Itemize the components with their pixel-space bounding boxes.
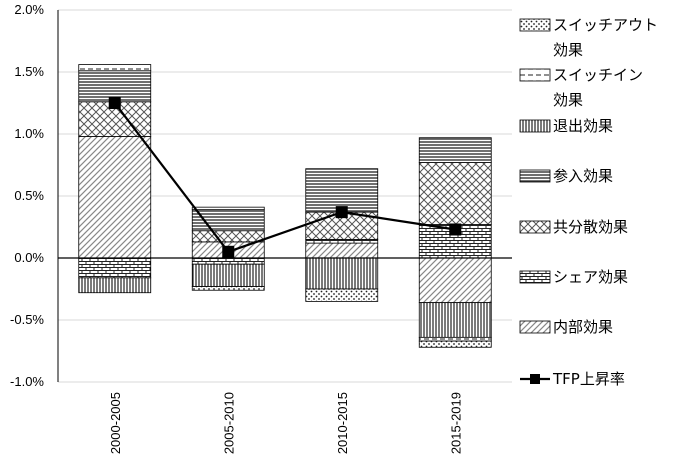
x-tick-label: 2005-2010	[221, 392, 236, 454]
bar-switchout	[305, 288, 379, 302]
bar-switchin	[78, 64, 152, 72]
x-tick-label: 2015-2019	[448, 392, 463, 454]
bar-within	[305, 242, 379, 259]
bar-cov	[191, 230, 265, 243]
legend-swatch-switchin	[519, 68, 551, 82]
x-axis-ticks: 2000-2005 2005-2010 2010-2015 2015-2019	[108, 392, 464, 454]
legend: スイッチアウト効果スイッチイン効果退出効果参入効果共分散効果シェア効果内部効果T…	[519, 16, 658, 388]
tfp-marker	[335, 206, 348, 219]
legend-label-line2: 効果	[553, 41, 583, 59]
legend-label: シェア効果	[553, 268, 628, 286]
y-tick-label: 0.0%	[14, 250, 44, 265]
bar-share	[305, 238, 379, 244]
x-tick-label: 2000-2005	[108, 392, 123, 454]
bar-exit	[305, 257, 379, 290]
y-axis-ticks: 2.0% 1.5% 1.0% 0.5% 0.0% -0.5% -1.0%	[10, 2, 44, 389]
legend-label-line2: 効果	[553, 91, 583, 109]
legend-swatch-switchout	[519, 18, 551, 32]
legend-label: 参入効果	[553, 167, 613, 185]
legend-swatch-exit	[519, 119, 551, 133]
bar-entry	[305, 168, 379, 213]
legend-swatch-share	[519, 270, 551, 284]
x-tick-label: 2010-2015	[335, 392, 350, 454]
legend-label: スイッチアウト	[553, 16, 658, 34]
bar-entry	[418, 137, 492, 163]
y-tick-label: -0.5%	[10, 312, 44, 327]
legend-label: 内部効果	[553, 318, 613, 336]
tfp-marker	[108, 97, 121, 109]
bar-share	[191, 257, 265, 265]
bar-share	[78, 257, 152, 279]
bar-switchin	[418, 336, 492, 342]
bar-exit	[78, 277, 152, 294]
legend-swatch-cov	[519, 220, 551, 234]
bar-within	[78, 136, 152, 259]
legend-label: 退出効果	[553, 117, 613, 135]
legend-swatch-marker	[530, 374, 540, 384]
y-tick-label: 1.0%	[14, 126, 44, 141]
bar-switchout	[418, 340, 492, 348]
y-tick-label: 0.5%	[14, 188, 44, 203]
legend-swatch-entry	[519, 169, 551, 183]
legend-label: TFP上昇率	[552, 370, 625, 388]
bar-cov	[418, 162, 492, 225]
tfp-marker	[222, 245, 235, 258]
bar-entry	[78, 70, 152, 103]
bar-exit	[418, 302, 492, 338]
legend-swatch-within	[519, 320, 551, 334]
bar-switchin	[191, 206, 265, 211]
stacked-bars	[78, 64, 492, 348]
legend-label: スイッチイン	[553, 66, 643, 84]
y-tick-label: 2.0%	[14, 2, 44, 17]
y-tick-label: -1.0%	[10, 374, 44, 389]
y-tick-label: 1.5%	[14, 64, 44, 79]
tfp-line	[108, 97, 462, 258]
bar-switchout	[191, 286, 265, 291]
tfp-series-line	[113, 102, 456, 254]
bar-exit	[191, 263, 265, 287]
legend-label: 共分散効果	[553, 218, 628, 236]
tfp-marker	[449, 223, 462, 236]
bar-within	[418, 257, 492, 304]
